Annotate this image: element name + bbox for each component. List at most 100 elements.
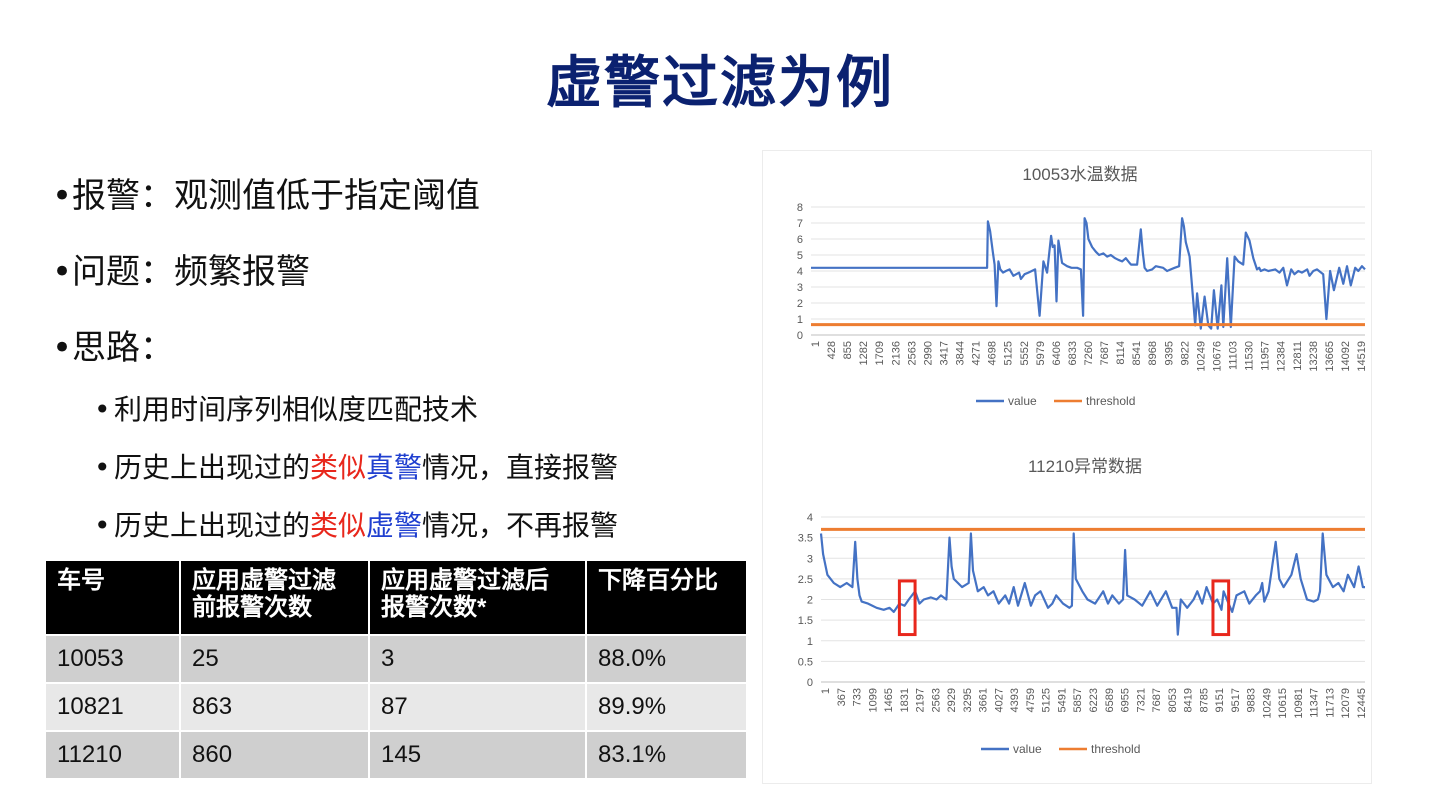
x-tick-label: 7260 [1083, 341, 1095, 365]
y-tick-label: 4 [797, 266, 803, 278]
x-tick-label: 5552 [1019, 341, 1031, 365]
x-tick-label: 5125 [1003, 341, 1015, 365]
x-tick-label: 8541 [1131, 341, 1143, 365]
highlight-box [1211, 579, 1231, 637]
header-reduction: 下降百分比 [586, 561, 746, 635]
header-line: 应用虚警过滤 [192, 567, 336, 594]
bullet-dot: • [52, 176, 73, 216]
x-tick-label: 2197 [915, 688, 927, 712]
chart-1: 10053水温数据 0 1 2 3 4 5 6 7 8 1 428 855 1282 1709 2136 256… [797, 165, 1368, 408]
x-tick-label: 8968 [1147, 341, 1159, 365]
y-tick-label: 6 [797, 234, 803, 246]
bullet-dot: • [94, 451, 111, 484]
results-table: 车号 应用虚警过滤 前报警次数 应用虚警过滤后 报警次数* 下降百分比 10053 … [46, 561, 746, 778]
x-tick-label: 13238 [1308, 341, 1320, 372]
x-tick-label: 10249 [1261, 688, 1273, 719]
sub-bullet-similarity: • 利用时间序列相似度匹配技术 [94, 388, 478, 428]
header-line: 下降百分比 [598, 567, 718, 594]
series-value-line [819, 532, 1365, 636]
sub-bullet-text: 情况，直接报警 [422, 451, 619, 484]
y-tick-label: 1.5 [798, 615, 813, 627]
x-tick-label: 14092 [1340, 341, 1352, 372]
x-tick-label: 4271 [971, 341, 983, 365]
x-tick-label: 4759 [1025, 688, 1037, 712]
table-row: 11210 860 145 83.1% [46, 730, 746, 778]
y-tick-label: 2.5 [798, 574, 813, 586]
bullet-dot: • [52, 328, 73, 368]
x-tick-label: 11103 [1228, 341, 1240, 370]
charts-panel: 10053水温数据 0 1 2 3 4 5 6 7 8 1 428 855 1282 1709 2136 256… [762, 150, 1372, 784]
x-tick-label: 11530 [1244, 341, 1256, 371]
legend-label-value: value [1013, 742, 1042, 756]
x-tick-label: 10676 [1211, 341, 1223, 372]
x-tick-label: 6955 [1120, 688, 1132, 712]
header-vehicle-number: 车号 [46, 561, 181, 635]
highlight-box [897, 579, 917, 637]
x-tick-label: 367 [836, 688, 848, 706]
bullet-approach: •思路： [52, 320, 174, 369]
x-tick-label: 1 [810, 341, 822, 347]
x-tick-label: 5979 [1035, 341, 1047, 365]
cell-reduction: 89.9% [586, 682, 746, 731]
y-tick-label: 3 [797, 282, 803, 294]
x-tick-label: 11347 [1309, 688, 1321, 718]
x-tick-label: 5857 [1072, 688, 1084, 712]
cell-after: 87 [369, 682, 587, 731]
header-line: 应用虚警过滤后 [381, 567, 549, 594]
y-tick-label: 3 [807, 553, 813, 565]
x-tick-label: 6589 [1104, 688, 1116, 712]
y-tick-label: 2 [807, 595, 813, 607]
x-tick-label: 3417 [938, 341, 950, 365]
y-tick-label: 8 [797, 202, 803, 214]
legend-label-threshold: threshold [1086, 394, 1135, 408]
cell-vehicle: 11210 [46, 730, 181, 778]
cell-before: 863 [180, 682, 370, 731]
x-tick-label: 12384 [1276, 341, 1288, 372]
highlight-similar: 类似 [310, 509, 367, 542]
x-tick-label: 9883 [1246, 688, 1258, 712]
cell-vehicle: 10053 [46, 634, 181, 683]
y-tick-label: 1 [797, 314, 803, 326]
x-tick-label: 2136 [890, 341, 902, 365]
x-tick-label: 9517 [1230, 688, 1242, 712]
bullet-dot: • [94, 509, 111, 542]
y-tick-label: 4 [807, 512, 813, 524]
highlight-similar: 类似 [310, 451, 367, 484]
y-tick-label: 0.5 [798, 656, 813, 668]
x-tick-label: 1831 [899, 688, 911, 712]
header-line: 前报警次数 [192, 594, 312, 621]
cell-vehicle: 10821 [46, 682, 181, 731]
x-tick-label: 10981 [1293, 688, 1305, 719]
x-tick-label: 11713 [1324, 688, 1336, 718]
x-tick-label: 2990 [922, 341, 934, 365]
x-tick-label: 4393 [1009, 688, 1021, 712]
x-tick-label: 14519 [1356, 341, 1368, 372]
x-tick-label: 9395 [1163, 341, 1175, 365]
charts-svg: 10053水温数据 0 1 2 3 4 5 6 7 8 1 428 855 1282 1709 2136 256… [797, 165, 1368, 756]
x-tick-label: 1 [820, 688, 832, 694]
x-tick-label: 11957 [1260, 341, 1272, 371]
x-tick-label: 6223 [1088, 688, 1100, 712]
sub-bullet-false-alarm: • 历史上出现过的类似虚警情况，不再报警 [94, 504, 618, 544]
header-line: 车号 [57, 567, 105, 594]
sub-bullet-text: 历史上出现过的 [114, 509, 311, 542]
x-tick-label: 12079 [1340, 688, 1352, 719]
x-tick-label: 9151 [1214, 688, 1226, 712]
cell-reduction: 88.0% [586, 634, 746, 683]
bullet-dot: • [94, 393, 111, 426]
table-row: 10821 863 87 89.9% [46, 682, 746, 731]
x-tick-label: 5491 [1056, 688, 1068, 712]
x-tick-label: 5125 [1041, 688, 1053, 712]
chart-title: 11210异常数据 [1028, 457, 1142, 476]
header-line: 报警次数* [381, 594, 487, 621]
chart-title: 10053水温数据 [1022, 165, 1137, 184]
x-tick-label: 7687 [1099, 341, 1111, 365]
series-value-line [811, 217, 1366, 330]
x-tick-label: 6406 [1051, 341, 1063, 365]
bullet-text: 思路： [72, 328, 174, 368]
x-tick-label: 2563 [906, 341, 918, 365]
x-tick-label: 12445 [1356, 688, 1368, 719]
header-after-filter: 应用虚警过滤后 报警次数* [369, 561, 587, 635]
legend-label-threshold: threshold [1091, 742, 1140, 756]
sub-bullet-text: 历史上出现过的 [114, 451, 311, 484]
